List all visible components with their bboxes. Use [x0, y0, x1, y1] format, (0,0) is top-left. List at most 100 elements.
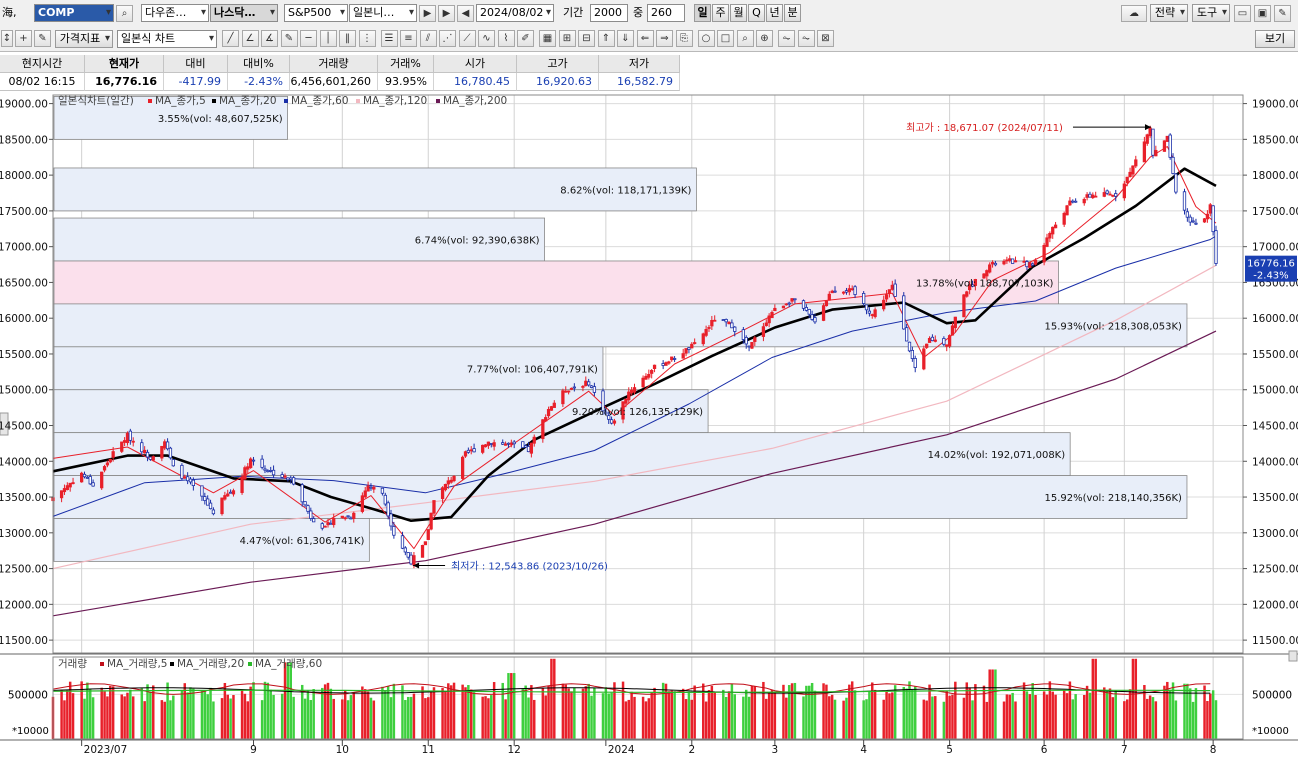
arrow-left-icon[interactable]: ⇐	[636, 30, 654, 47]
timeframe-year[interactable]: 년	[766, 4, 783, 22]
x-tick-label: 11	[422, 744, 435, 756]
wave-b-icon[interactable]: ⏦	[797, 30, 815, 47]
vline-icon[interactable]: │	[319, 30, 337, 47]
sp500-dropdown[interactable]: S&P500	[284, 4, 348, 22]
count-input[interactable]: 260	[647, 4, 685, 22]
volume-bar	[447, 683, 450, 739]
trendline-icon[interactable]: ╱	[222, 30, 239, 47]
updown-arrow-icon[interactable]: ↕	[1, 30, 13, 47]
zoom-icon[interactable]: ⌕	[736, 30, 754, 47]
volume-bar	[1166, 681, 1169, 739]
brush-icon[interactable]: ✐	[517, 30, 534, 47]
target-icon[interactable]: ⊕	[756, 30, 773, 47]
plus-icon[interactable]: +	[15, 30, 32, 47]
strategy-button[interactable]: 전략	[1150, 4, 1188, 22]
chart-type-dropdown[interactable]: 일본식 차트	[117, 30, 217, 48]
ray-icon[interactable]: ⟋	[458, 30, 476, 47]
volume-bar	[1062, 690, 1066, 739]
period-icon[interactable]: ≡	[400, 30, 417, 47]
play-icon[interactable]: ▶	[419, 5, 436, 22]
volume-bar	[1148, 695, 1152, 739]
wrench-icon[interactable]: ✎	[1274, 5, 1291, 22]
y-tick-label-right: 18000.00	[1252, 170, 1298, 182]
volume-bar	[60, 689, 63, 739]
fan-icon[interactable]: ∡	[261, 30, 278, 47]
price-indicator-button[interactable]: 가격지표	[55, 30, 113, 48]
candle-body	[801, 300, 806, 309]
price-chart[interactable]: 19000.00 19000.00 18500.00 18500.00 18000.00…	[0, 91, 1298, 758]
cloud-icon[interactable]: ☁	[1121, 5, 1147, 22]
volume-bar	[744, 689, 748, 739]
symbol-input[interactable]: COMP	[34, 4, 114, 22]
legend-item: MA_종가,120	[363, 95, 427, 107]
angle-icon[interactable]: ∠	[241, 30, 259, 47]
date-picker[interactable]: 2024/08/02	[476, 4, 554, 22]
circle-icon[interactable]: ○	[697, 30, 715, 47]
x-tick-label: 9	[250, 744, 257, 756]
view-button[interactable]: 보기	[1255, 30, 1295, 48]
index-dropdown[interactable]: 나스닥…	[210, 4, 278, 22]
timeframe-minute[interactable]: 분	[784, 4, 801, 22]
volume-bar	[530, 685, 533, 739]
arrow-down-icon[interactable]: ⇓	[617, 30, 634, 47]
volume-bar	[229, 698, 232, 739]
timeframe-month[interactable]: 월	[730, 4, 747, 22]
minus-box-icon[interactable]: ⊟	[578, 30, 595, 47]
volume-bar	[934, 696, 937, 739]
candle-body	[624, 398, 628, 404]
candle-body	[1151, 128, 1155, 156]
candle-body	[884, 294, 889, 300]
candle-body	[231, 490, 236, 495]
timeframe-day[interactable]: 일	[694, 4, 711, 22]
regression-icon[interactable]: ⋰	[439, 30, 456, 47]
candle-body	[68, 482, 72, 488]
volume-bar	[951, 694, 954, 739]
search-icon[interactable]: ⌕	[116, 5, 133, 22]
candle-body	[380, 487, 385, 494]
left-scroll-arrow	[0, 412, 9, 436]
pen-icon[interactable]: ✎	[280, 30, 298, 47]
fibo-icon[interactable]: ⋮	[358, 30, 376, 47]
candle-body	[512, 441, 516, 445]
volume-ma60-line	[52, 689, 1211, 694]
copy-icon[interactable]: ⎘	[675, 30, 693, 47]
table-icon[interactable]: ▦	[539, 30, 556, 47]
volume-bar	[882, 699, 885, 739]
wave-a-icon[interactable]: ⏦	[778, 30, 795, 47]
step-forward-icon[interactable]: ▶	[438, 5, 455, 22]
hline-icon[interactable]: ─	[300, 30, 317, 47]
save-icon[interactable]: ▣	[1254, 5, 1271, 22]
volume-bar	[444, 691, 447, 739]
japan-dropdown[interactable]: 일본니…	[349, 4, 417, 22]
wave-icon[interactable]: ∿	[478, 30, 495, 47]
arrow-right-icon[interactable]: ⇒	[656, 30, 673, 47]
legend-swatch	[284, 99, 288, 103]
volume-bar	[346, 700, 350, 739]
erase-icon[interactable]: ⊠	[817, 30, 834, 47]
volume-bar	[441, 688, 444, 739]
volume-bar	[673, 691, 676, 739]
volume-bar	[650, 691, 653, 739]
volume-bar	[323, 684, 327, 739]
volume-legend-item: MA_거래량,60	[255, 658, 322, 670]
tools-button[interactable]: 도구	[1192, 4, 1230, 22]
square-icon[interactable]: □	[717, 30, 734, 47]
step-back-icon[interactable]: ◀	[457, 5, 474, 22]
arrow-up-icon[interactable]: ⇑	[597, 30, 615, 47]
candle-body	[160, 445, 164, 459]
parallel-icon[interactable]: ⫽	[419, 30, 437, 47]
volume-bar	[862, 700, 865, 739]
period-input[interactable]: 2000	[590, 4, 628, 22]
folder-icon[interactable]: ▭	[1234, 5, 1251, 22]
channel-icon[interactable]: ‖	[339, 30, 356, 47]
edit-icon[interactable]: ✎	[34, 30, 51, 47]
candle-body	[503, 443, 508, 446]
timeframe-week[interactable]: 주	[712, 4, 729, 22]
grid-icon[interactable]: ☰	[380, 30, 398, 47]
volume-bar	[106, 696, 109, 739]
cycle-icon[interactable]: ⌇	[497, 30, 515, 47]
timeframe-quarter[interactable]: Q	[748, 4, 765, 22]
exchange-dropdown[interactable]: 다우존…	[141, 4, 209, 22]
plus-box-icon[interactable]: ⊞	[558, 30, 576, 47]
volume-bar	[722, 689, 725, 739]
